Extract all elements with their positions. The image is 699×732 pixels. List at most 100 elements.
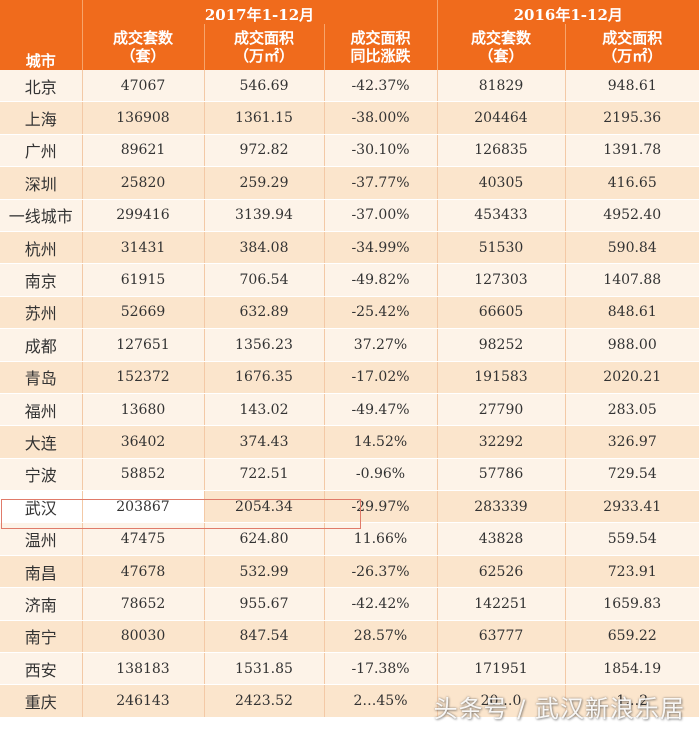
table-row: 上海 136908 1361.15 -38.00% 204464 2195.36: [0, 101, 699, 135]
units-2016-cell: 40305: [437, 166, 566, 200]
yoy-cell: 2…45%: [324, 684, 438, 718]
area-2016-cell: 326.97: [565, 425, 699, 459]
city-cell: 宁波: [0, 458, 83, 492]
city-cell: 南昌: [0, 555, 83, 589]
area-2016-cell: 988.00: [565, 328, 699, 362]
table-row: 青岛 152372 1676.35 -17.02% 191583 2020.21: [0, 361, 699, 394]
table-row: 杭州 31431 384.08 -34.99% 51530 590.84: [0, 231, 699, 265]
units-2016-cell: 127303: [437, 263, 566, 297]
table-row: 苏州 52669 632.89 -25.42% 66605 848.61: [0, 296, 699, 330]
units-2017-cell: 152372: [82, 361, 205, 394]
table-row: 南京 61915 706.54 -49.82% 127303 1407.88: [0, 263, 699, 297]
units-2016-cell: 81829: [437, 70, 566, 103]
area-2016-cell: 2195.36: [565, 101, 699, 135]
units-2016-cell: 51530: [437, 231, 566, 265]
table-body: 北京 47067 546.69 -42.37% 81829 948.61 上海 136908 1…: [0, 70, 699, 718]
city-cell: 一线城市: [0, 199, 83, 232]
city-cell: 西安: [0, 652, 83, 686]
area-2016-cell: 2933.41: [565, 490, 699, 524]
units-2017-cell: 58852: [82, 458, 205, 492]
period-header-2016: 2016年1-12月: [513, 6, 623, 24]
area-2016-cell: 848.61: [565, 296, 699, 330]
area-2017-cell: 706.54: [204, 263, 325, 297]
area-2017-cell: 1361.15: [204, 101, 325, 135]
units-2017-cell: 299416: [82, 199, 205, 232]
city-cell: 上海: [0, 101, 83, 135]
units-2017-cell: 47678: [82, 555, 205, 589]
area-2016-cell: 1659.83: [565, 587, 699, 621]
units-2017-cell: 203867: [82, 490, 205, 524]
table-row: 福州 13680 143.02 -49.47% 27790 283.05: [0, 393, 699, 427]
header-period-row: 城市 2017年1-12月 2016年1-12月: [0, 0, 699, 70]
units-2017-cell: 47067: [82, 70, 205, 103]
yoy-cell: -49.47%: [324, 393, 438, 427]
yoy-cell: 11.66%: [324, 522, 438, 556]
yoy-cell: -37.00%: [324, 199, 438, 232]
units-2016-cell: 66605: [437, 296, 566, 330]
city-cell: 济南: [0, 587, 83, 621]
area-2016-cell: 1854.19: [565, 652, 699, 686]
units-2017-cell: 47475: [82, 522, 205, 556]
area-2016-cell: 2020.21: [565, 361, 699, 394]
city-cell: 南宁: [0, 620, 83, 654]
column-header-city: 城市: [0, 0, 83, 70]
units-2017-cell: 13680: [82, 393, 205, 427]
units-2017-cell: 138183: [82, 652, 205, 686]
period-header-2017: 2017年1-12月: [82, 0, 438, 24]
city-cell: 温州: [0, 522, 83, 556]
units-2016-cell: 126835: [437, 134, 566, 168]
units-2016-cell: 32292: [437, 425, 566, 459]
area-2017-cell: 1356.23: [204, 328, 325, 362]
column-header-area-2017: 成交面积 （万㎡）: [204, 24, 325, 70]
area-2017-cell: 3139.94: [204, 199, 325, 232]
area-2017-cell: 532.99: [204, 555, 325, 589]
table-row: 南宁 80030 847.54 28.57% 63777 659.22: [0, 620, 699, 654]
yoy-cell: -26.37%: [324, 555, 438, 589]
table-row: 南昌 47678 532.99 -26.37% 62526 723.91: [0, 555, 699, 589]
units-2017-cell: 61915: [82, 263, 205, 297]
watermark: 头条号 / 武汉新浪乐居: [433, 695, 685, 723]
units-2017-cell: 78652: [82, 587, 205, 621]
units-2016-cell: 57786: [437, 458, 566, 492]
units-2017-cell: 80030: [82, 620, 205, 654]
area-2017-cell: 374.43: [204, 425, 325, 459]
units-2016-cell: 171951: [437, 652, 566, 686]
units-2016-cell: 63777: [437, 620, 566, 654]
table-row: 西安 138183 1531.85 -17.38% 171951 1854.19: [0, 652, 699, 686]
city-cell: 北京: [0, 70, 83, 103]
yoy-cell: -49.82%: [324, 263, 438, 297]
yoy-cell: -38.00%: [324, 101, 438, 135]
units-2016-cell: 27790: [437, 393, 566, 427]
column-header-units-2016: 成交套数 （套）: [437, 24, 566, 70]
area-2017-cell: 1676.35: [204, 361, 325, 394]
column-header-yoy: 成交面积 同比涨跌: [324, 24, 438, 70]
yoy-cell: -17.38%: [324, 652, 438, 686]
table-row: 济南 78652 955.67 -42.42% 142251 1659.83: [0, 587, 699, 621]
area-2016-cell: 659.22: [565, 620, 699, 654]
header-metric-row: 成交套数 （套） 成交面积 （万㎡） 成交面积 同比涨跌 成交套数 （套） 成交…: [0, 24, 699, 70]
area-2016-cell: 283.05: [565, 393, 699, 427]
area-2016-cell: 416.65: [565, 166, 699, 200]
units-2016-cell: 43828: [437, 522, 566, 556]
city-cell: 成都: [0, 328, 83, 362]
units-2017-cell: 89621: [82, 134, 205, 168]
area-2017-cell: 722.51: [204, 458, 325, 492]
area-2016-cell: 723.91: [565, 555, 699, 589]
area-2016-cell: 729.54: [565, 458, 699, 492]
area-2017-cell: 847.54: [204, 620, 325, 654]
area-2016-cell: 948.61: [565, 70, 699, 103]
area-2017-cell: 632.89: [204, 296, 325, 330]
area-2016-cell: 559.54: [565, 522, 699, 556]
city-cell: 南京: [0, 263, 83, 297]
city-cell: 深圳: [0, 166, 83, 200]
yoy-cell: 37.27%: [324, 328, 438, 362]
city-cell: 青岛: [0, 361, 83, 394]
area-2017-cell: 1531.85: [204, 652, 325, 686]
area-2016-cell: 590.84: [565, 231, 699, 265]
table-row: 武汉 203867 2054.34 -29.97% 283339 2933.41: [0, 490, 699, 524]
units-2016-cell: 204464: [437, 101, 566, 135]
area-2016-cell: 1407.88: [565, 263, 699, 297]
city-cell: 福州: [0, 393, 83, 427]
units-2016-cell: 98252: [437, 328, 566, 362]
